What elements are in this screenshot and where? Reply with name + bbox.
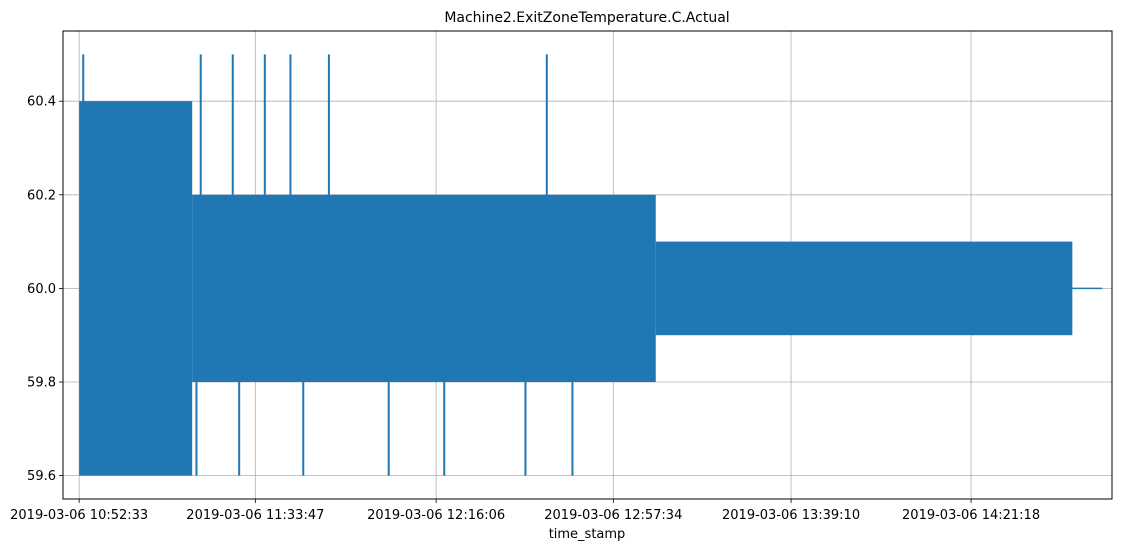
y-tick-label: 60.4 [27,95,56,110]
x-tick-label: 2019-03-06 12:16:06 [367,508,505,523]
x-axis-ticks: 2019-03-06 10:52:33 2019-03-06 11:33:47 20… [10,499,1040,523]
y-tick-label: 59.8 [27,376,56,391]
x-tick-label: 2019-03-06 12:57:34 [544,508,682,523]
series-line [79,54,1103,476]
series-segment [655,241,1073,336]
series-segment [79,101,193,476]
chart-title: Machine2.ExitZoneTemperature.C.Actual [444,10,729,26]
x-tick-label: 2019-03-06 14:21:18 [902,508,1040,523]
y-tick-label: 59.6 [27,469,56,484]
series-segment [192,194,656,382]
x-tick-label: 2019-03-06 11:33:47 [186,508,324,523]
plot-area-frame [62,30,1113,500]
x-axis-label: time_stamp [549,527,626,542]
x-tick-label: 2019-03-06 13:39:10 [722,508,860,523]
y-tick-label: 60.0 [27,282,56,297]
y-axis-ticks: 59.6 59.8 60.0 60.2 60.4 [27,95,63,484]
y-tick-label: 60.2 [27,188,56,203]
x-tick-label: 2019-03-06 10:52:33 [10,508,148,523]
